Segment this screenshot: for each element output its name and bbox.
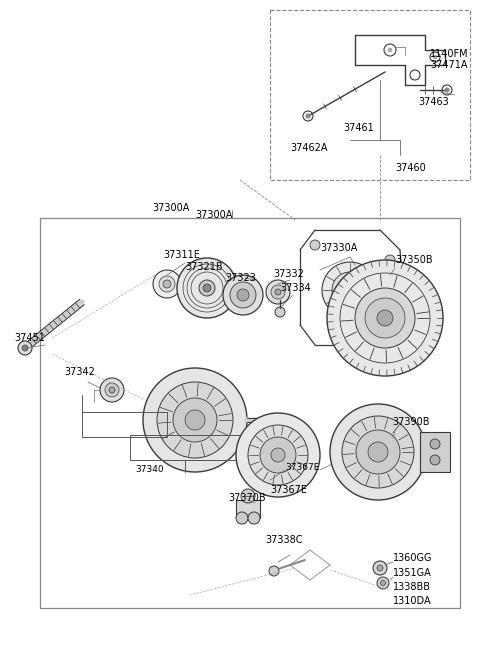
Text: 37367E: 37367E <box>270 485 307 495</box>
Circle shape <box>310 240 320 250</box>
Circle shape <box>223 275 263 315</box>
Circle shape <box>377 565 383 571</box>
Circle shape <box>322 262 378 318</box>
Circle shape <box>365 298 405 338</box>
Circle shape <box>199 280 215 296</box>
Circle shape <box>177 258 237 318</box>
Circle shape <box>18 341 32 355</box>
Circle shape <box>356 430 400 474</box>
Circle shape <box>22 345 28 351</box>
Circle shape <box>327 260 443 376</box>
Circle shape <box>381 581 385 585</box>
Circle shape <box>248 425 308 485</box>
Circle shape <box>377 310 393 326</box>
Circle shape <box>306 114 310 118</box>
Text: 37367E: 37367E <box>285 462 319 471</box>
Circle shape <box>163 280 171 288</box>
Circle shape <box>368 442 388 462</box>
Circle shape <box>203 284 211 292</box>
Circle shape <box>430 455 440 465</box>
Circle shape <box>230 282 256 308</box>
Circle shape <box>342 282 358 298</box>
Circle shape <box>342 416 414 488</box>
Text: 37462A: 37462A <box>290 143 327 153</box>
Circle shape <box>387 325 397 335</box>
Text: 1338BB: 1338BB <box>393 582 431 592</box>
Bar <box>130 435 240 460</box>
Text: 37340: 37340 <box>135 465 164 475</box>
Circle shape <box>260 437 296 473</box>
Bar <box>40 218 460 608</box>
Text: 37311E: 37311E <box>163 250 200 260</box>
Circle shape <box>271 285 285 299</box>
Circle shape <box>237 289 249 301</box>
Circle shape <box>173 398 217 442</box>
Bar <box>270 10 470 180</box>
Circle shape <box>355 288 415 348</box>
Text: 1140FM: 1140FM <box>430 49 468 59</box>
Circle shape <box>157 382 233 458</box>
Bar <box>420 432 450 472</box>
Circle shape <box>241 489 255 503</box>
Text: 37332: 37332 <box>273 269 304 279</box>
Text: 37460: 37460 <box>395 163 426 173</box>
Text: 37451: 37451 <box>14 333 45 343</box>
Text: 37338C: 37338C <box>265 535 302 545</box>
Circle shape <box>275 289 281 295</box>
Circle shape <box>109 387 115 393</box>
Circle shape <box>185 410 205 430</box>
Text: 37323: 37323 <box>225 273 256 283</box>
Text: 37300A: 37300A <box>152 203 190 213</box>
Bar <box>82 412 167 437</box>
Text: 37321B: 37321B <box>185 262 223 272</box>
Text: 37334: 37334 <box>280 283 311 293</box>
Text: 37300A: 37300A <box>195 210 232 220</box>
Text: 37350B: 37350B <box>395 255 432 265</box>
Circle shape <box>430 439 440 449</box>
Circle shape <box>100 378 124 402</box>
Circle shape <box>388 48 392 52</box>
Circle shape <box>105 383 119 397</box>
Circle shape <box>153 270 181 298</box>
Circle shape <box>385 255 395 265</box>
Circle shape <box>269 566 279 576</box>
Circle shape <box>248 512 260 524</box>
Circle shape <box>330 404 426 500</box>
Circle shape <box>373 561 387 575</box>
Text: 37370B: 37370B <box>228 493 265 503</box>
Bar <box>236 500 260 518</box>
Circle shape <box>332 272 368 308</box>
Circle shape <box>347 287 353 293</box>
Circle shape <box>433 55 437 59</box>
Text: 37390B: 37390B <box>392 417 430 427</box>
Text: 1360GG: 1360GG <box>393 553 432 563</box>
Circle shape <box>445 88 449 92</box>
Circle shape <box>271 448 285 462</box>
Circle shape <box>143 368 247 472</box>
Text: 37330A: 37330A <box>320 243 358 253</box>
Text: 1310DA: 1310DA <box>393 596 432 606</box>
Text: 37342: 37342 <box>64 367 95 377</box>
Text: 1351GA: 1351GA <box>393 568 432 578</box>
Circle shape <box>236 512 248 524</box>
Text: 37463: 37463 <box>418 97 449 107</box>
Circle shape <box>377 577 389 589</box>
Circle shape <box>275 307 285 317</box>
Circle shape <box>266 280 290 304</box>
Text: 37461: 37461 <box>343 123 374 133</box>
Circle shape <box>159 276 175 292</box>
Text: 37471A: 37471A <box>430 60 468 70</box>
Circle shape <box>236 413 320 497</box>
